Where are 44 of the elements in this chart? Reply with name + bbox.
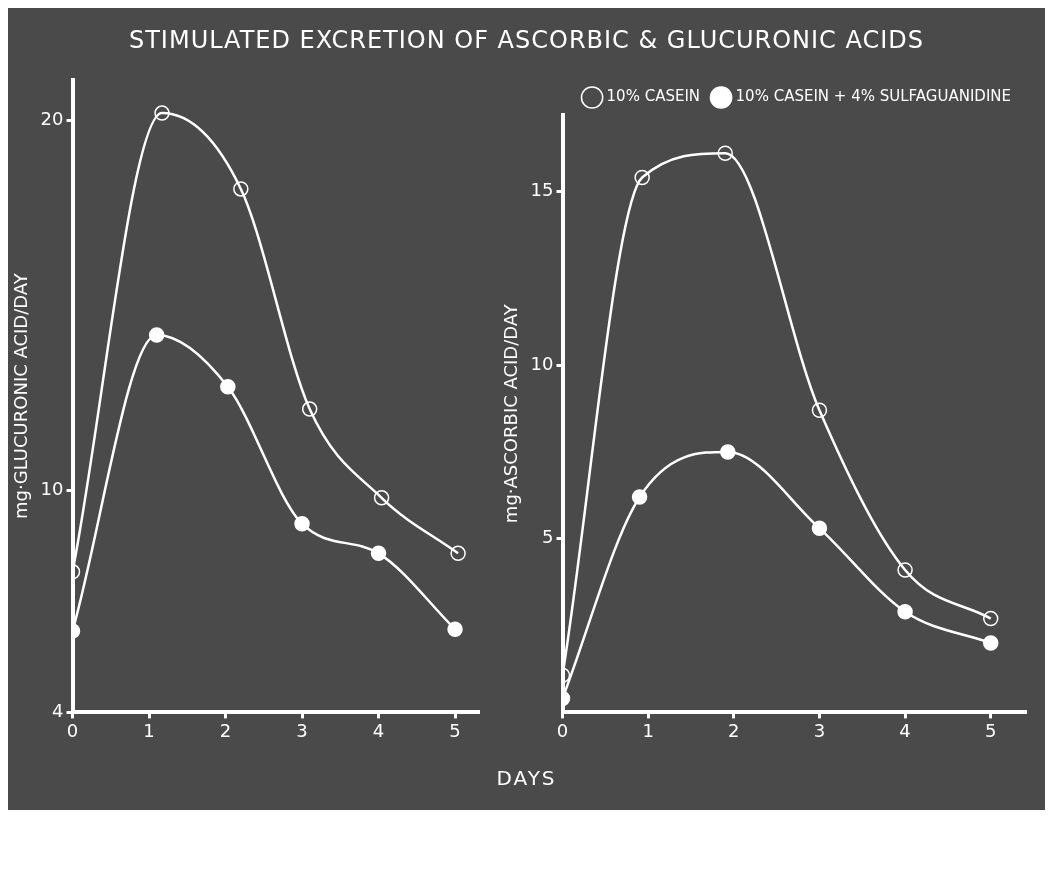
point	[220, 379, 236, 395]
point	[631, 489, 648, 505]
point	[294, 515, 310, 532]
point	[897, 603, 913, 620]
point	[811, 402, 828, 418]
y-tick-label: 5	[542, 526, 554, 548]
y-tick-label: 15	[530, 179, 554, 201]
point	[720, 444, 736, 460]
y-axis-title: mg·GLUCURONIC ACID/DAY	[10, 272, 32, 519]
text: STIMULATED EXCRETION OF ASCORBIC & GLUCURONIC ACIDS	[127, 25, 926, 56]
x-tick-label: 0	[66, 719, 79, 741]
x-tick-label: 1	[642, 719, 654, 741]
point	[717, 145, 733, 161]
x-tick-label: 5	[985, 719, 997, 741]
point	[982, 635, 999, 651]
x-tick-label: 4	[372, 719, 385, 741]
x-tick-label: 2	[728, 719, 740, 741]
legend-label: 10% CASEIN	[606, 87, 701, 106]
y-axis-title: mg·ASCORBIC ACID/DAY	[500, 303, 522, 524]
y-tick-label: 10	[40, 478, 64, 500]
point	[154, 105, 170, 121]
point	[370, 545, 387, 562]
point	[450, 545, 466, 562]
x-tick-label: 3	[296, 719, 308, 741]
point	[447, 621, 463, 637]
x-axis-title: DAYS	[495, 765, 558, 790]
x-tick-label: 3	[813, 719, 826, 741]
point	[897, 562, 913, 578]
point	[301, 401, 318, 417]
x-tick-label: 0	[556, 719, 569, 741]
y-tick-label: 4	[52, 700, 64, 722]
x-tick-label: 1	[143, 719, 155, 741]
y-tick-label: 10	[530, 352, 554, 374]
y-tick-label: 20	[40, 108, 64, 130]
point	[373, 490, 390, 506]
point	[148, 327, 165, 343]
point	[982, 610, 999, 627]
point	[811, 520, 828, 537]
x-tick-label: 4	[899, 719, 911, 741]
legend-label: 10% CASEIN + 4% SULFAGUANIDINE	[735, 87, 1012, 106]
x-tick-label: 5	[449, 719, 461, 741]
point	[233, 181, 249, 197]
x-tick-label: 2	[219, 719, 232, 741]
point	[634, 169, 650, 186]
